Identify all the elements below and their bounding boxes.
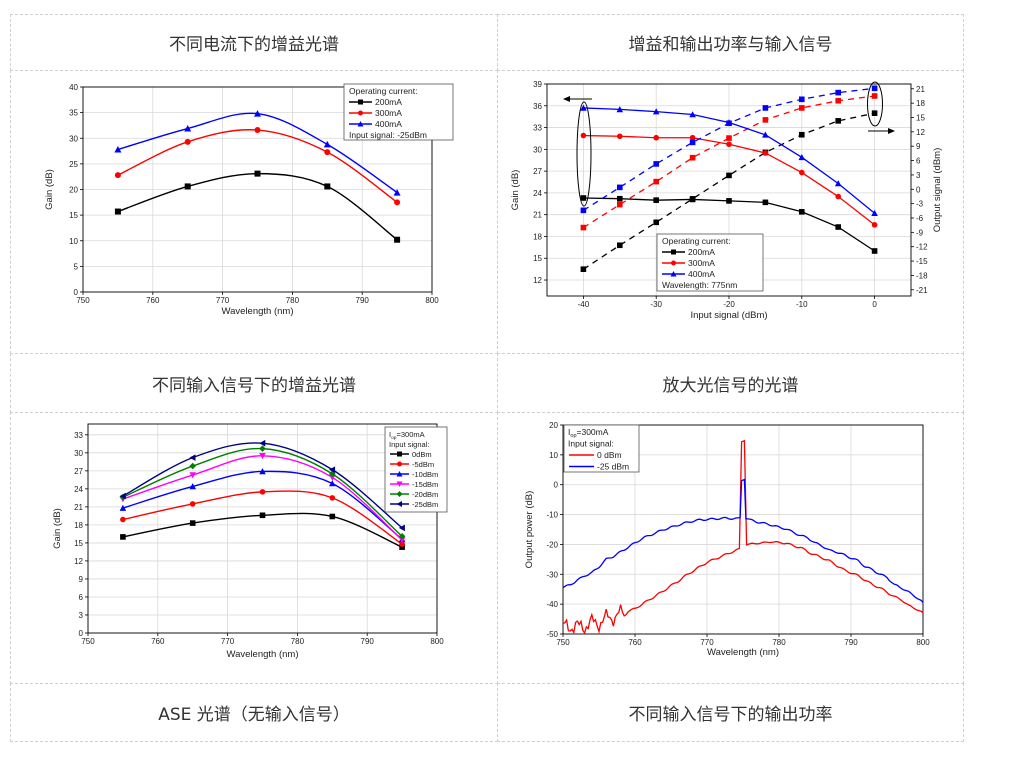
chart-cell-gain-vs-input xyxy=(10,412,498,684)
chart-cell-amplified-spectrum xyxy=(497,412,964,684)
table-header-gain-vs-current: 不同电流下的增益光谱 xyxy=(10,14,498,71)
table-header-gain-vs-input: 不同输入信号下的增益光谱 xyxy=(10,353,498,413)
table-caption-ase-spectrum: ASE 光谱（无输入信号） xyxy=(10,683,498,742)
header-text: 增益和输出功率与输入信号 xyxy=(628,35,833,55)
caption-text: 不同输入信号下的输出功率 xyxy=(628,705,833,725)
chart-cell-gain-vs-current xyxy=(10,70,498,354)
chart-cell-gain-output-vs-input xyxy=(497,70,964,354)
header-text: 不同电流下的增益光谱 xyxy=(169,35,339,55)
caption-text: ASE 光谱（无输入信号） xyxy=(158,705,350,725)
table-caption-output-vs-input: 不同输入信号下的输出功率 xyxy=(497,683,964,742)
table-header-amplified-spectrum: 放大光信号的光谱 xyxy=(497,353,964,413)
header-text: 放大光信号的光谱 xyxy=(662,375,799,396)
header-text: 不同输入信号下的增益光谱 xyxy=(152,375,356,396)
table-header-gain-output-vs-input: 增益和输出功率与输入信号 xyxy=(497,14,964,71)
